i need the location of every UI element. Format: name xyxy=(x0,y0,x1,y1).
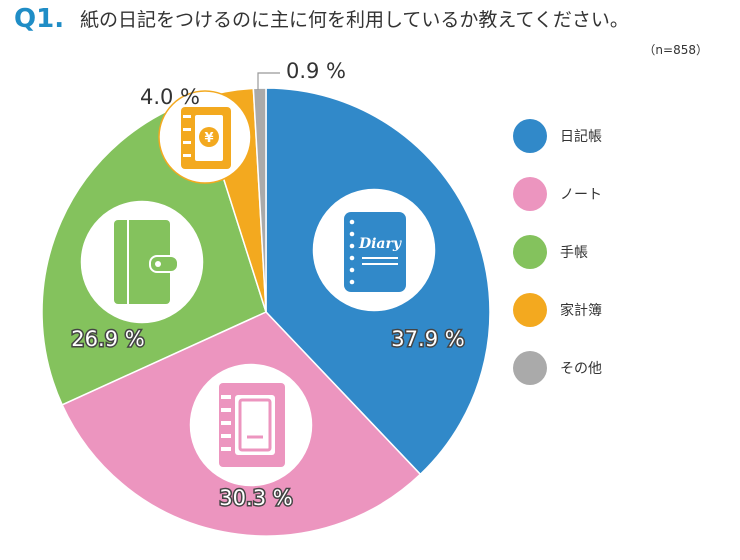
slice-label-1: 37.9 % xyxy=(391,327,464,351)
legend-label-1: 日記帳 xyxy=(560,128,602,145)
leader-line-other xyxy=(257,72,280,90)
legend-swatch-2 xyxy=(513,177,547,211)
notebook-icon xyxy=(188,362,314,488)
question-text: 紙の日記をつけるのに主に何を利用しているか教えてください。 xyxy=(80,9,629,31)
legend-label-4: 家計簿 xyxy=(560,302,602,319)
legend-swatch-4 xyxy=(513,293,547,327)
pie-slice-5 xyxy=(252,87,267,313)
question-number: Q1. xyxy=(14,4,64,34)
legend-label-2: ノート xyxy=(560,187,602,203)
diary-icon: Diary xyxy=(311,187,437,313)
legend-swatch-1 xyxy=(513,119,547,153)
household-account-book-icon: ¥ xyxy=(158,90,252,184)
question-header: Q1. 紙の日記をつけるのに主に何を利用しているか教えてください。 （n=858… xyxy=(14,4,708,57)
legend-label-5: その他 xyxy=(560,361,602,377)
slice-labels: 37.9 % 30.3 % 26.9 % 4.0 % 0.9 % xyxy=(70,59,466,512)
legend-swatch-5 xyxy=(513,351,547,385)
slice-label-4: 4.0 % xyxy=(140,85,200,109)
sample-size: （n=858） xyxy=(643,43,708,57)
planner-icon xyxy=(79,199,205,325)
legend-label-3: 手帳 xyxy=(560,245,588,261)
diary-word: Diary xyxy=(358,236,402,252)
slice-label-5: 0.9 % xyxy=(286,59,346,83)
slice-label-3: 26.9 % xyxy=(71,327,144,351)
legend-swatch-3 xyxy=(513,235,547,269)
slice-icons: Diary ¥ xyxy=(79,90,437,488)
yen-symbol: ¥ xyxy=(204,131,213,146)
slice-label-2: 30.3 % xyxy=(219,486,292,510)
